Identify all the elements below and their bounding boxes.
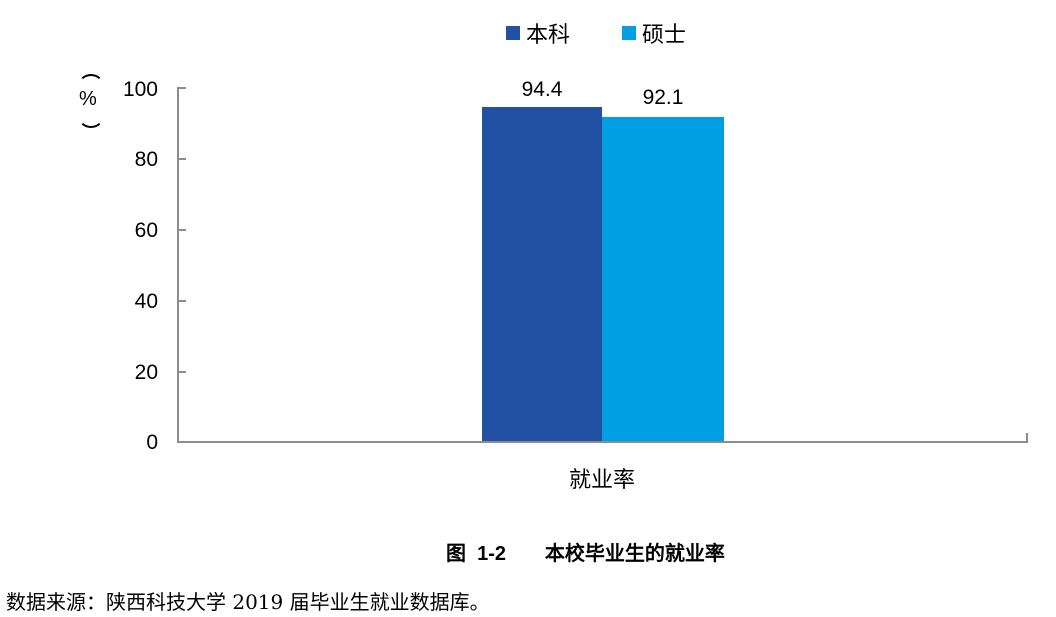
x-tick-end [1026, 433, 1028, 443]
x-category-label: 就业率 [568, 468, 635, 493]
paren-bottom [78, 116, 104, 128]
y-tick-label: 100 [122, 78, 158, 101]
legend-label: 硕士 [642, 23, 687, 48]
bar-value-label: 92.1 [642, 86, 684, 109]
chart-legend: 本科 硕士 [506, 18, 738, 48]
x-axis-line [177, 441, 1028, 443]
y-tick-label: 20 [134, 361, 158, 384]
legend-item-master: 硕士 [622, 17, 686, 49]
bar-value-label: 94.4 [521, 78, 563, 101]
y-tick-label: 0 [146, 431, 158, 454]
legend-item-undergrad: 本科 [506, 17, 570, 49]
y-tick-label: 60 [134, 219, 158, 242]
y-tick-label: 80 [134, 148, 158, 171]
y-unit-label: % [79, 88, 97, 110]
data-source-note: 数据来源：陕西科技大学 2019 届毕业生就业数据库。 [6, 590, 490, 614]
y-tick-label: 40 [134, 290, 158, 313]
y-axis-unit: % [75, 72, 105, 132]
bar-undergrad [482, 107, 602, 442]
y-axis-line [177, 88, 179, 443]
y-tick [177, 300, 186, 302]
y-tick [177, 229, 186, 231]
y-tick [177, 158, 186, 160]
y-tick [177, 371, 186, 373]
paren-top [78, 74, 104, 86]
figure-caption: 图 1-2 本校毕业生的就业率 [446, 543, 725, 565]
y-tick [177, 87, 186, 89]
bar-master [602, 117, 724, 442]
legend-label: 本科 [526, 23, 571, 48]
legend-swatch-master [622, 26, 637, 40]
legend-swatch-undergrad [506, 26, 520, 40]
